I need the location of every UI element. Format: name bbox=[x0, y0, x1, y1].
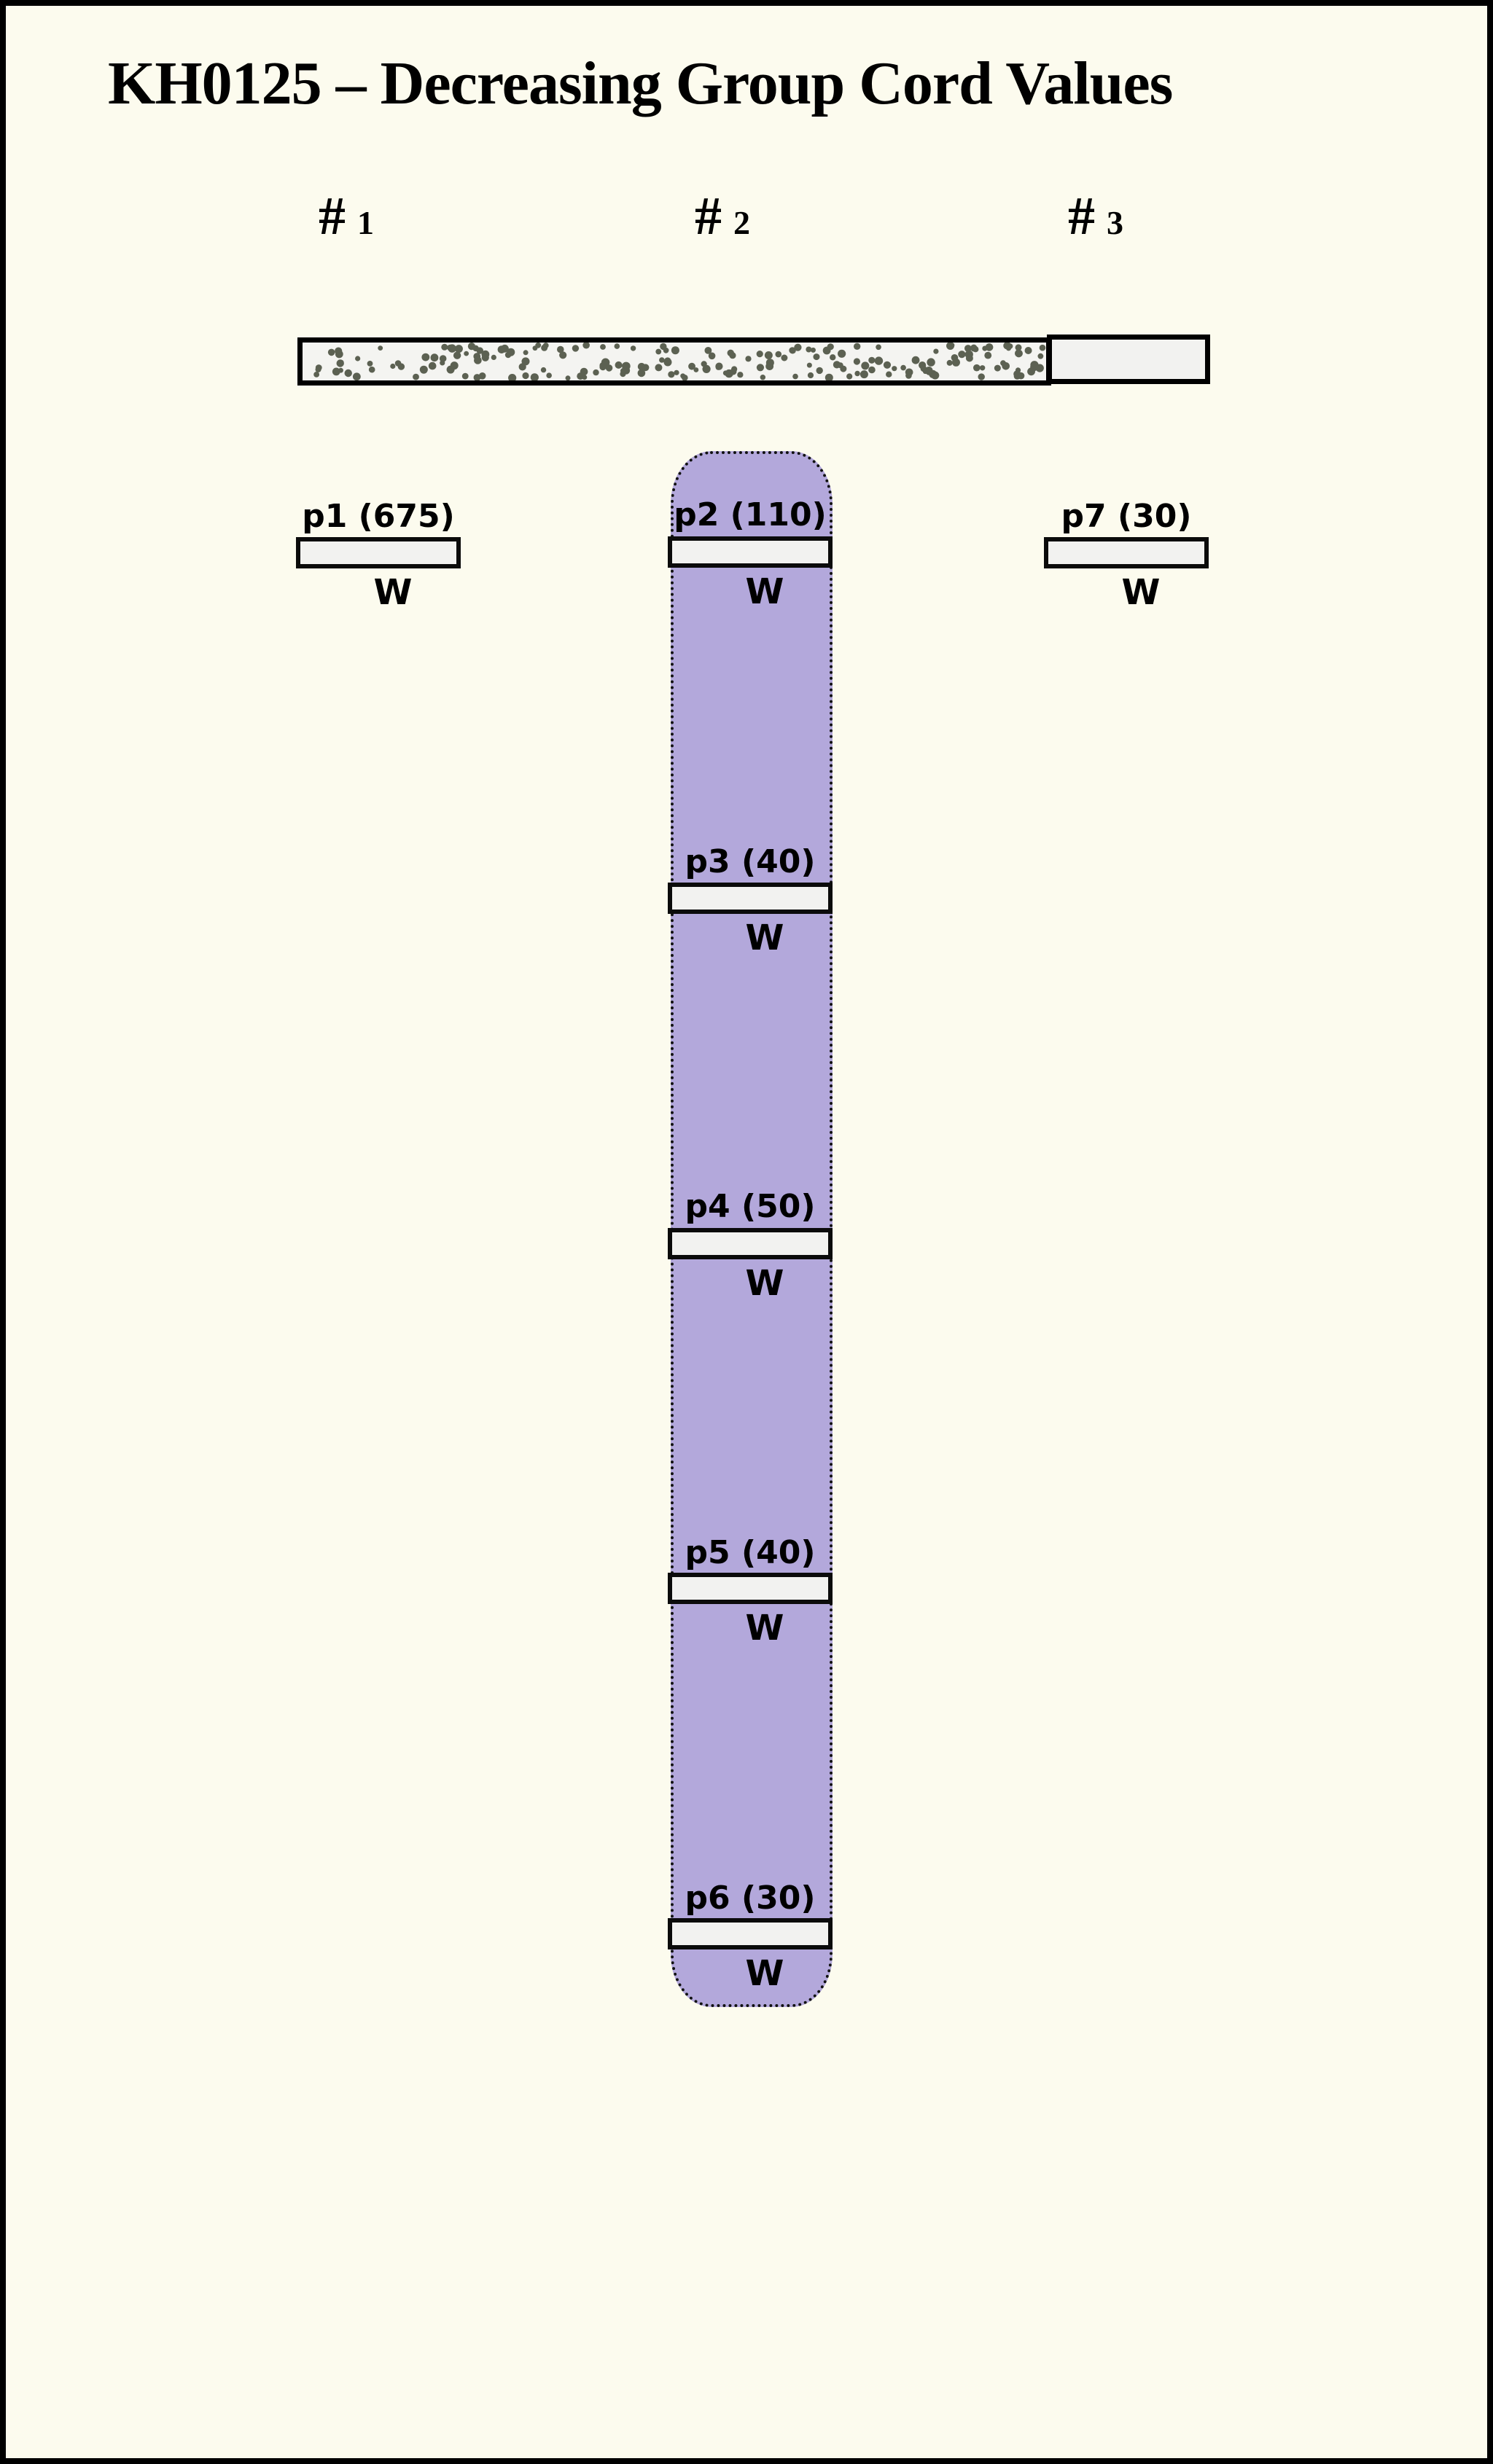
stipple-texture bbox=[313, 343, 1046, 380]
piece-label-p3: p3 (40) bbox=[685, 843, 816, 880]
piece-label-p4: p4 (50) bbox=[685, 1188, 816, 1225]
piece-label-p6: p6 (30) bbox=[685, 1880, 816, 1917]
piece-bar-p1 bbox=[296, 537, 461, 568]
weight-label-p3: W bbox=[745, 918, 784, 958]
piece-label-p7: p7 (30) bbox=[1061, 498, 1192, 535]
column-number: 2 bbox=[733, 204, 750, 241]
piece-bar-p5 bbox=[668, 1573, 833, 1604]
cord-bar-plain-segment bbox=[1047, 335, 1210, 384]
weight-label-p1: W bbox=[373, 572, 413, 613]
column-number: 1 bbox=[357, 204, 374, 241]
piece-bar-p2 bbox=[668, 536, 833, 568]
hash-glyph: # bbox=[1068, 187, 1095, 246]
weight-label-p6: W bbox=[745, 1953, 784, 1994]
weight-label-p2: W bbox=[745, 571, 784, 612]
piece-bar-p4 bbox=[668, 1228, 833, 1259]
column-header-1: # 1 bbox=[252, 189, 441, 252]
piece-bar-p7 bbox=[1044, 537, 1209, 568]
page-title: KH0125 – Decreasing Group Cord Values bbox=[108, 50, 1173, 117]
piece-bar-p3 bbox=[668, 883, 833, 914]
piece-label-p2: p2 (110) bbox=[674, 496, 827, 533]
cord-bar-stippled-segment bbox=[297, 337, 1051, 386]
column-header-2: # 2 bbox=[628, 189, 817, 252]
column-header-3: # 3 bbox=[1001, 189, 1190, 252]
piece-label-p1: p1 (675) bbox=[302, 498, 455, 535]
weight-label-p7: W bbox=[1121, 572, 1161, 613]
hash-glyph: # bbox=[319, 187, 346, 246]
weight-label-p4: W bbox=[745, 1263, 784, 1304]
piece-label-p5: p5 (40) bbox=[685, 1534, 816, 1571]
hash-glyph: # bbox=[695, 187, 722, 246]
weight-label-p5: W bbox=[745, 1608, 784, 1648]
column-number: 3 bbox=[1107, 204, 1123, 241]
piece-bar-p6 bbox=[668, 1918, 833, 1949]
